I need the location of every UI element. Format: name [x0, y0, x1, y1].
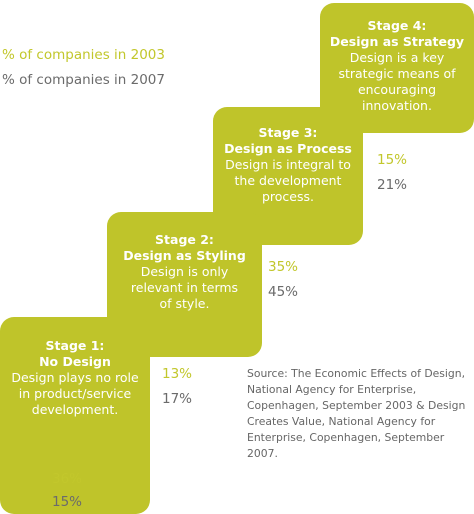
- source-line: National Agency for Enterprise,: [247, 383, 417, 396]
- stage-1-box: Stage 1: No Design Design plays no role …: [0, 317, 150, 514]
- stage-1-desc-line: development.: [31, 402, 119, 417]
- stage-3-desc-line: process.: [261, 189, 314, 204]
- stage-4-pct-2003: 15%: [377, 152, 408, 168]
- stage-1-name: No Design: [39, 354, 111, 369]
- stage-3-pct-2003: 35%: [268, 259, 299, 275]
- stage-2-desc: Design is only relevant in terms of styl…: [107, 264, 262, 312]
- stage-2-desc-line: relevant in terms: [130, 280, 239, 295]
- stage-1-pct-2003: 36%: [52, 471, 83, 487]
- stage-4-name: Design as Strategy: [329, 34, 465, 49]
- stage-4-desc-line: Design is a key: [349, 50, 445, 65]
- stage-3-desc-line: the development: [234, 173, 342, 188]
- source-line: Enterprise, Copenhagen, September 2007.: [247, 431, 445, 460]
- legend-2007: % of companies in 2007: [2, 72, 165, 88]
- stage-3-pct-2007: 45%: [268, 284, 299, 300]
- stage-3-name: Design as Process: [224, 141, 352, 156]
- stage-3-desc: Design is integral to the development pr…: [213, 157, 363, 205]
- source-note: Source: The Economic Effects of Design, …: [247, 366, 471, 462]
- stage-2-title: Stage 2:: [155, 232, 214, 247]
- stage-4-desc-line: strategic means of: [338, 66, 456, 81]
- legend-2003: % of companies in 2003: [2, 47, 165, 63]
- stage-3-title: Stage 3:: [258, 125, 318, 140]
- stage-1-desc-line: in product/service: [18, 386, 132, 401]
- source-line: Source: The Economic Effects of Design,: [247, 367, 466, 380]
- stage-2-desc-line: Design is only: [140, 264, 229, 279]
- stage-4-desc-line: encouraging: [357, 82, 437, 97]
- source-line: Creates Value, National Agency for: [247, 415, 436, 428]
- stage-1-pct-2007: 15%: [52, 494, 83, 510]
- stage-1-desc-line: Design plays no role: [11, 370, 139, 385]
- stage-2-name: Design as Styling: [123, 248, 246, 263]
- stage-2-desc-line: of style.: [159, 296, 210, 311]
- stage-1-desc: Design plays no role in product/service …: [0, 370, 150, 418]
- stage-4-pct-2007: 21%: [377, 177, 408, 193]
- stage-2-pct-2003: 13%: [162, 366, 193, 382]
- stage-4-title: Stage 4:: [367, 18, 427, 33]
- source-line: Copenhagen, September 2003 & Design: [247, 399, 466, 412]
- stage-1-title: Stage 1:: [45, 338, 105, 353]
- stage-3-desc-line: Design is integral to: [225, 157, 351, 172]
- stage-4-desc-line: innovation.: [362, 98, 432, 113]
- stage-2-pct-2007: 17%: [162, 391, 193, 407]
- stage-4-desc: Design is a key strategic means of encou…: [320, 50, 474, 114]
